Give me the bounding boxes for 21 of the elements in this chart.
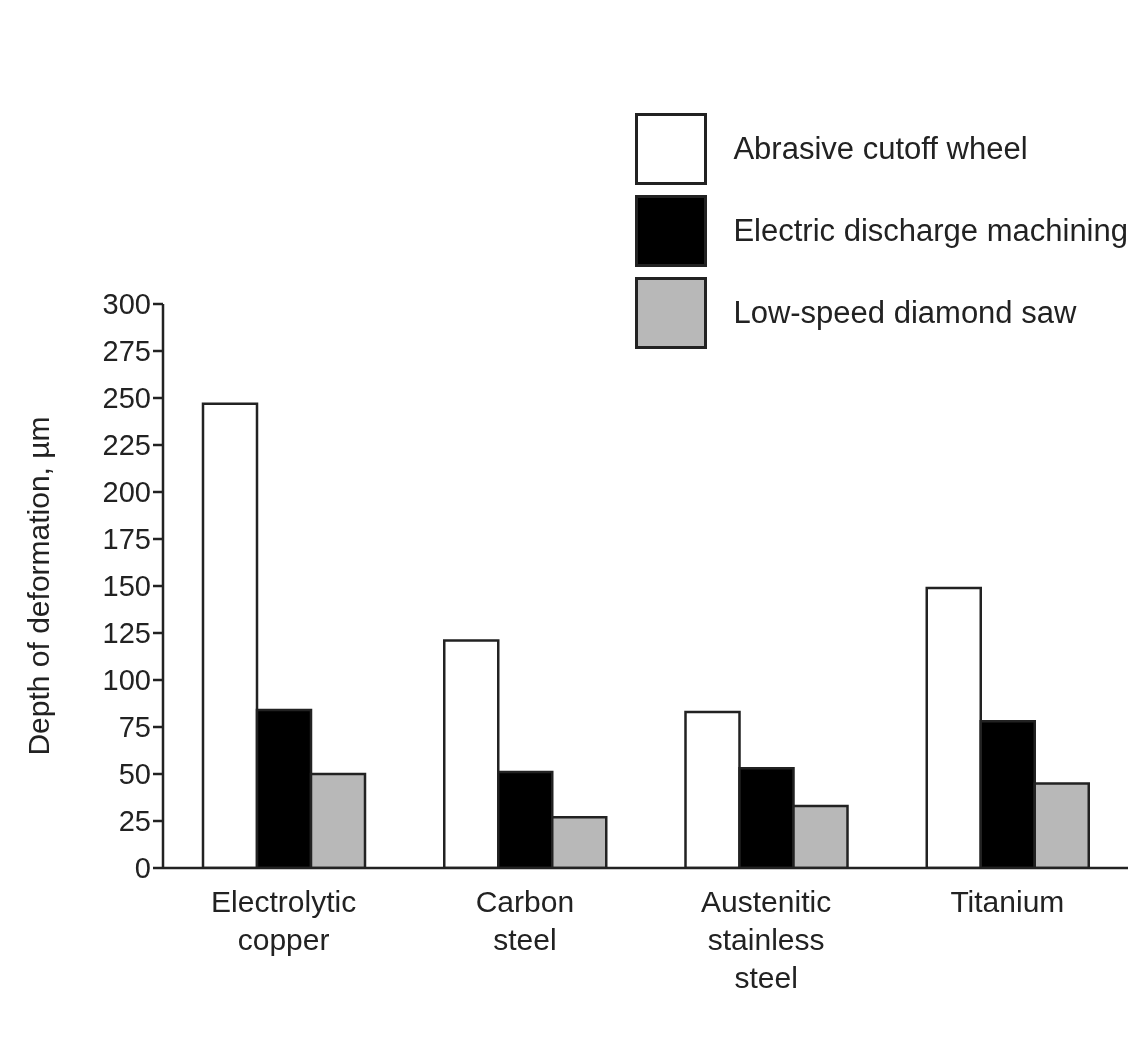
y-tick-label: 75 — [118, 711, 151, 744]
y-tick-label: 250 — [102, 382, 151, 415]
y-tick-label: 225 — [102, 429, 151, 462]
y-axis-title: Depth of deformation, µm — [21, 416, 55, 756]
y-tick-label: 0 — [134, 852, 151, 885]
y-tick-label: 300 — [102, 288, 151, 321]
y-tick-label: 150 — [102, 570, 151, 603]
y-tick-label: 125 — [102, 617, 151, 650]
x-tick-label: Titanium — [950, 885, 1065, 918]
legend-label: Low-speed diamond saw — [733, 295, 1077, 331]
legend-label: Electric discharge machining — [733, 213, 1128, 249]
x-tick-label: Electrolytic copper — [211, 885, 357, 956]
x-tick-label: Carbon steel — [475, 885, 575, 956]
y-tick-label: 50 — [118, 758, 151, 791]
legend-label: Abrasive cutoff wheel — [733, 131, 1028, 167]
y-tick-label: 25 — [118, 805, 151, 838]
y-tick-label: 275 — [102, 335, 151, 368]
y-tick-label: 175 — [102, 523, 151, 556]
x-tick-label: Austenitic stainless steel — [701, 885, 832, 994]
y-tick-label: 200 — [102, 476, 151, 509]
y-tick-label: 100 — [102, 664, 151, 697]
